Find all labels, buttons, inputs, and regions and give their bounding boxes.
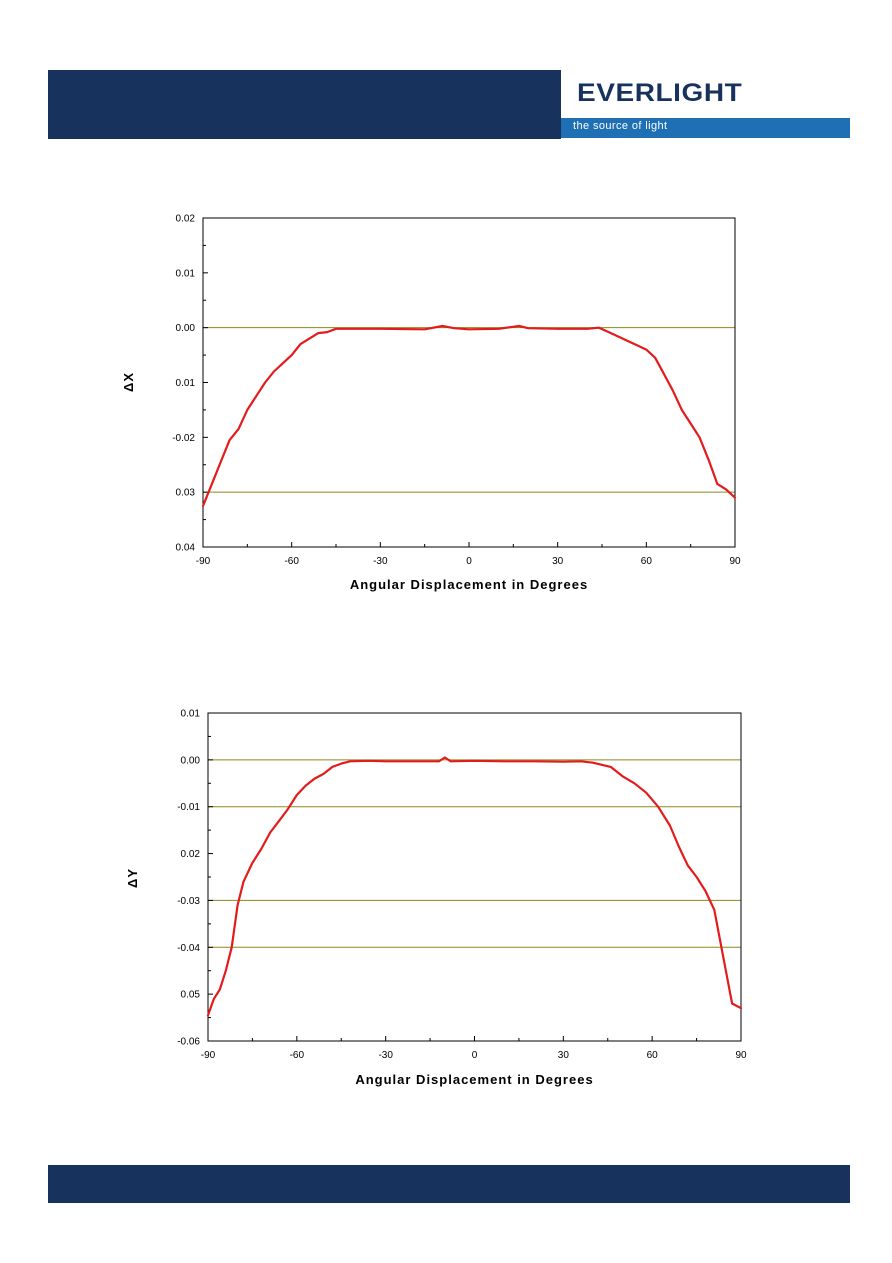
dx-ytick-label-6: 0.04 bbox=[176, 543, 196, 554]
dx-x-axis-title: Angular Displacement in Degrees bbox=[350, 577, 588, 592]
dx-xtick-label-4: 30 bbox=[552, 556, 564, 567]
dy-ytick-label-1: 0.00 bbox=[181, 755, 201, 766]
dy-xtick-label-2: -30 bbox=[378, 1050, 393, 1061]
dy-xtick-label-5: 60 bbox=[647, 1050, 659, 1061]
dx-ytick-label-2: 0.00 bbox=[176, 323, 196, 334]
dy-x-axis-title: Angular Displacement in Degrees bbox=[355, 1072, 593, 1087]
dx-y-axis-title: ΔX bbox=[121, 372, 136, 392]
header-band bbox=[48, 70, 561, 139]
brand-tagline: the source of light bbox=[573, 120, 668, 132]
dx-xtick-label-6: 90 bbox=[729, 556, 741, 567]
tagline-bar: the source of light bbox=[561, 118, 850, 138]
dy-ytick-label-2: -0.01 bbox=[177, 802, 200, 813]
dy-xtick-label-4: 30 bbox=[558, 1050, 570, 1061]
dx-xtick-label-3: 0 bbox=[466, 556, 472, 567]
dy-ytick-label-7: -0.06 bbox=[177, 1037, 200, 1048]
dx-ytick-label-5: 0.03 bbox=[176, 488, 196, 499]
everlight-logo: EVERLIGHT the source of light bbox=[561, 70, 850, 139]
dy-ytick-label-5: -0.04 bbox=[177, 943, 200, 954]
dy-xtick-label-6: 90 bbox=[735, 1050, 747, 1061]
dx-ytick-label-1: 0.01 bbox=[176, 268, 196, 279]
dy-xtick-label-0: -90 bbox=[201, 1050, 216, 1061]
dx-xtick-label-0: -90 bbox=[196, 556, 211, 567]
dx-ytick-label-4: -0.02 bbox=[172, 433, 195, 444]
dy-xtick-label-3: 0 bbox=[472, 1050, 478, 1061]
dy-y-axis-title: ΔY bbox=[125, 868, 140, 888]
dx-ytick-label-0: 0.02 bbox=[176, 214, 196, 225]
dy-series-line-0 bbox=[206, 756, 743, 1017]
dy-ytick-label-6: 0.05 bbox=[181, 990, 201, 1001]
dy-ytick-label-0: 0.01 bbox=[181, 709, 201, 720]
footer-band bbox=[48, 1165, 850, 1203]
dx-series-line-0 bbox=[201, 324, 737, 507]
dx-xtick-label-5: 60 bbox=[641, 556, 653, 567]
dx-ytick-label-3: 0.01 bbox=[176, 378, 196, 389]
dx-xtick-label-2: -30 bbox=[373, 556, 388, 567]
brand-name: EVERLIGHT bbox=[577, 79, 743, 107]
dy-ytick-label-3: 0.02 bbox=[181, 849, 201, 860]
dy-plot-frame bbox=[207, 712, 742, 1042]
delta-x-chart: 0.02 0.01 0.00 0.01 -0.02 0.03 0.04-90 -60 -30 0 3… bbox=[121, 214, 741, 593]
dy-xtick-label-1: -60 bbox=[290, 1050, 305, 1061]
delta-y-chart: 0.01 0.00 -0.01 0.02 -0.03 -0.04 0.05 -0.06-90 -… bbox=[125, 709, 747, 1088]
dx-xtick-label-1: -60 bbox=[284, 556, 299, 567]
dy-ytick-label-4: -0.03 bbox=[177, 896, 200, 907]
